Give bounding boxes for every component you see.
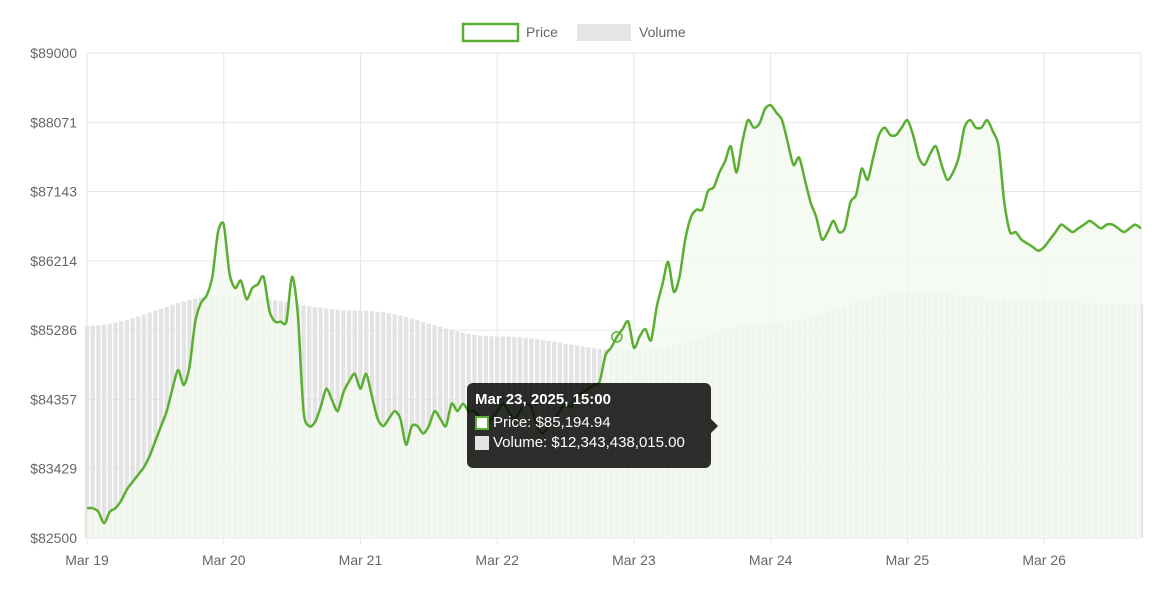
tooltip-volume-swatch: [475, 435, 489, 450]
tooltip-volume-label: Volume: $12,343,438,015.00: [493, 434, 685, 451]
tooltip-price-swatch: [475, 415, 489, 430]
x-tick-label: Mar 23: [612, 552, 656, 568]
tooltip: Mar 23, 2025, 15:00 Price: $85,194.94 Vo…: [467, 383, 718, 468]
volume-bar: [119, 321, 124, 538]
x-tick-label: Mar 21: [339, 552, 383, 568]
tooltip-price-label: Price: $85,194.94: [493, 414, 611, 431]
volume-bar: [141, 314, 147, 538]
y-tick-label: $84357: [30, 391, 77, 407]
volume-bar: [113, 322, 118, 538]
y-tick-label: $86214: [30, 253, 77, 269]
legend-volume-swatch[interactable]: [577, 24, 631, 41]
x-tick-label: Mar 25: [886, 552, 930, 568]
x-axis-ticks: Mar 19 Mar 20 Mar 21 Mar 22 Mar 23 Mar 24 Mar …: [65, 552, 1066, 568]
volume-bar: [90, 325, 95, 538]
legend-volume-label[interactable]: Volume: [639, 24, 686, 40]
volume-bar: [96, 325, 101, 538]
y-tick-label: $85286: [30, 322, 77, 338]
y-tick-label: $87143: [30, 184, 77, 200]
price-line: [86, 103, 1142, 525]
y-tick-label: $83429: [30, 461, 77, 477]
y-axis-ticks: $82500 $83429 $84357 $85286 $86214 $87143 $880…: [30, 45, 77, 546]
volume-bar: [147, 312, 152, 538]
x-tick-label: Mar 24: [749, 552, 793, 568]
x-tick-label: Mar 20: [202, 552, 246, 568]
volume-bar: [107, 323, 112, 538]
hovered-data-point[interactable]: [611, 331, 623, 343]
legend-price-label[interactable]: Price: [526, 24, 558, 40]
volume-bar: [421, 321, 426, 538]
legend: Price Volume: [461, 22, 686, 43]
volume-bar: [136, 316, 141, 538]
volume-bar: [153, 310, 158, 538]
volume-bar: [307, 305, 312, 538]
tooltip-price-row: Price: $85,194.94: [475, 414, 703, 431]
price-area: [87, 105, 1141, 538]
volume-bar: [130, 318, 135, 538]
x-tick-label: Mar 26: [1022, 552, 1066, 568]
volume-bar: [403, 317, 409, 538]
x-tick-label: Mar 22: [475, 552, 519, 568]
y-tick-label: $82500: [30, 530, 77, 546]
y-tick-label: $89000: [30, 45, 77, 61]
legend-price-swatch[interactable]: [461, 22, 520, 43]
volume-bar: [124, 319, 130, 538]
tooltip-volume-row: Volume: $12,343,438,015.00: [475, 434, 703, 451]
x-tick-label: Mar 19: [65, 552, 109, 568]
y-tick-label: $88071: [30, 114, 77, 130]
tooltip-title: Mar 23, 2025, 15:00: [475, 391, 611, 408]
volume-bar: [101, 324, 107, 538]
volume-bar: [84, 325, 90, 538]
